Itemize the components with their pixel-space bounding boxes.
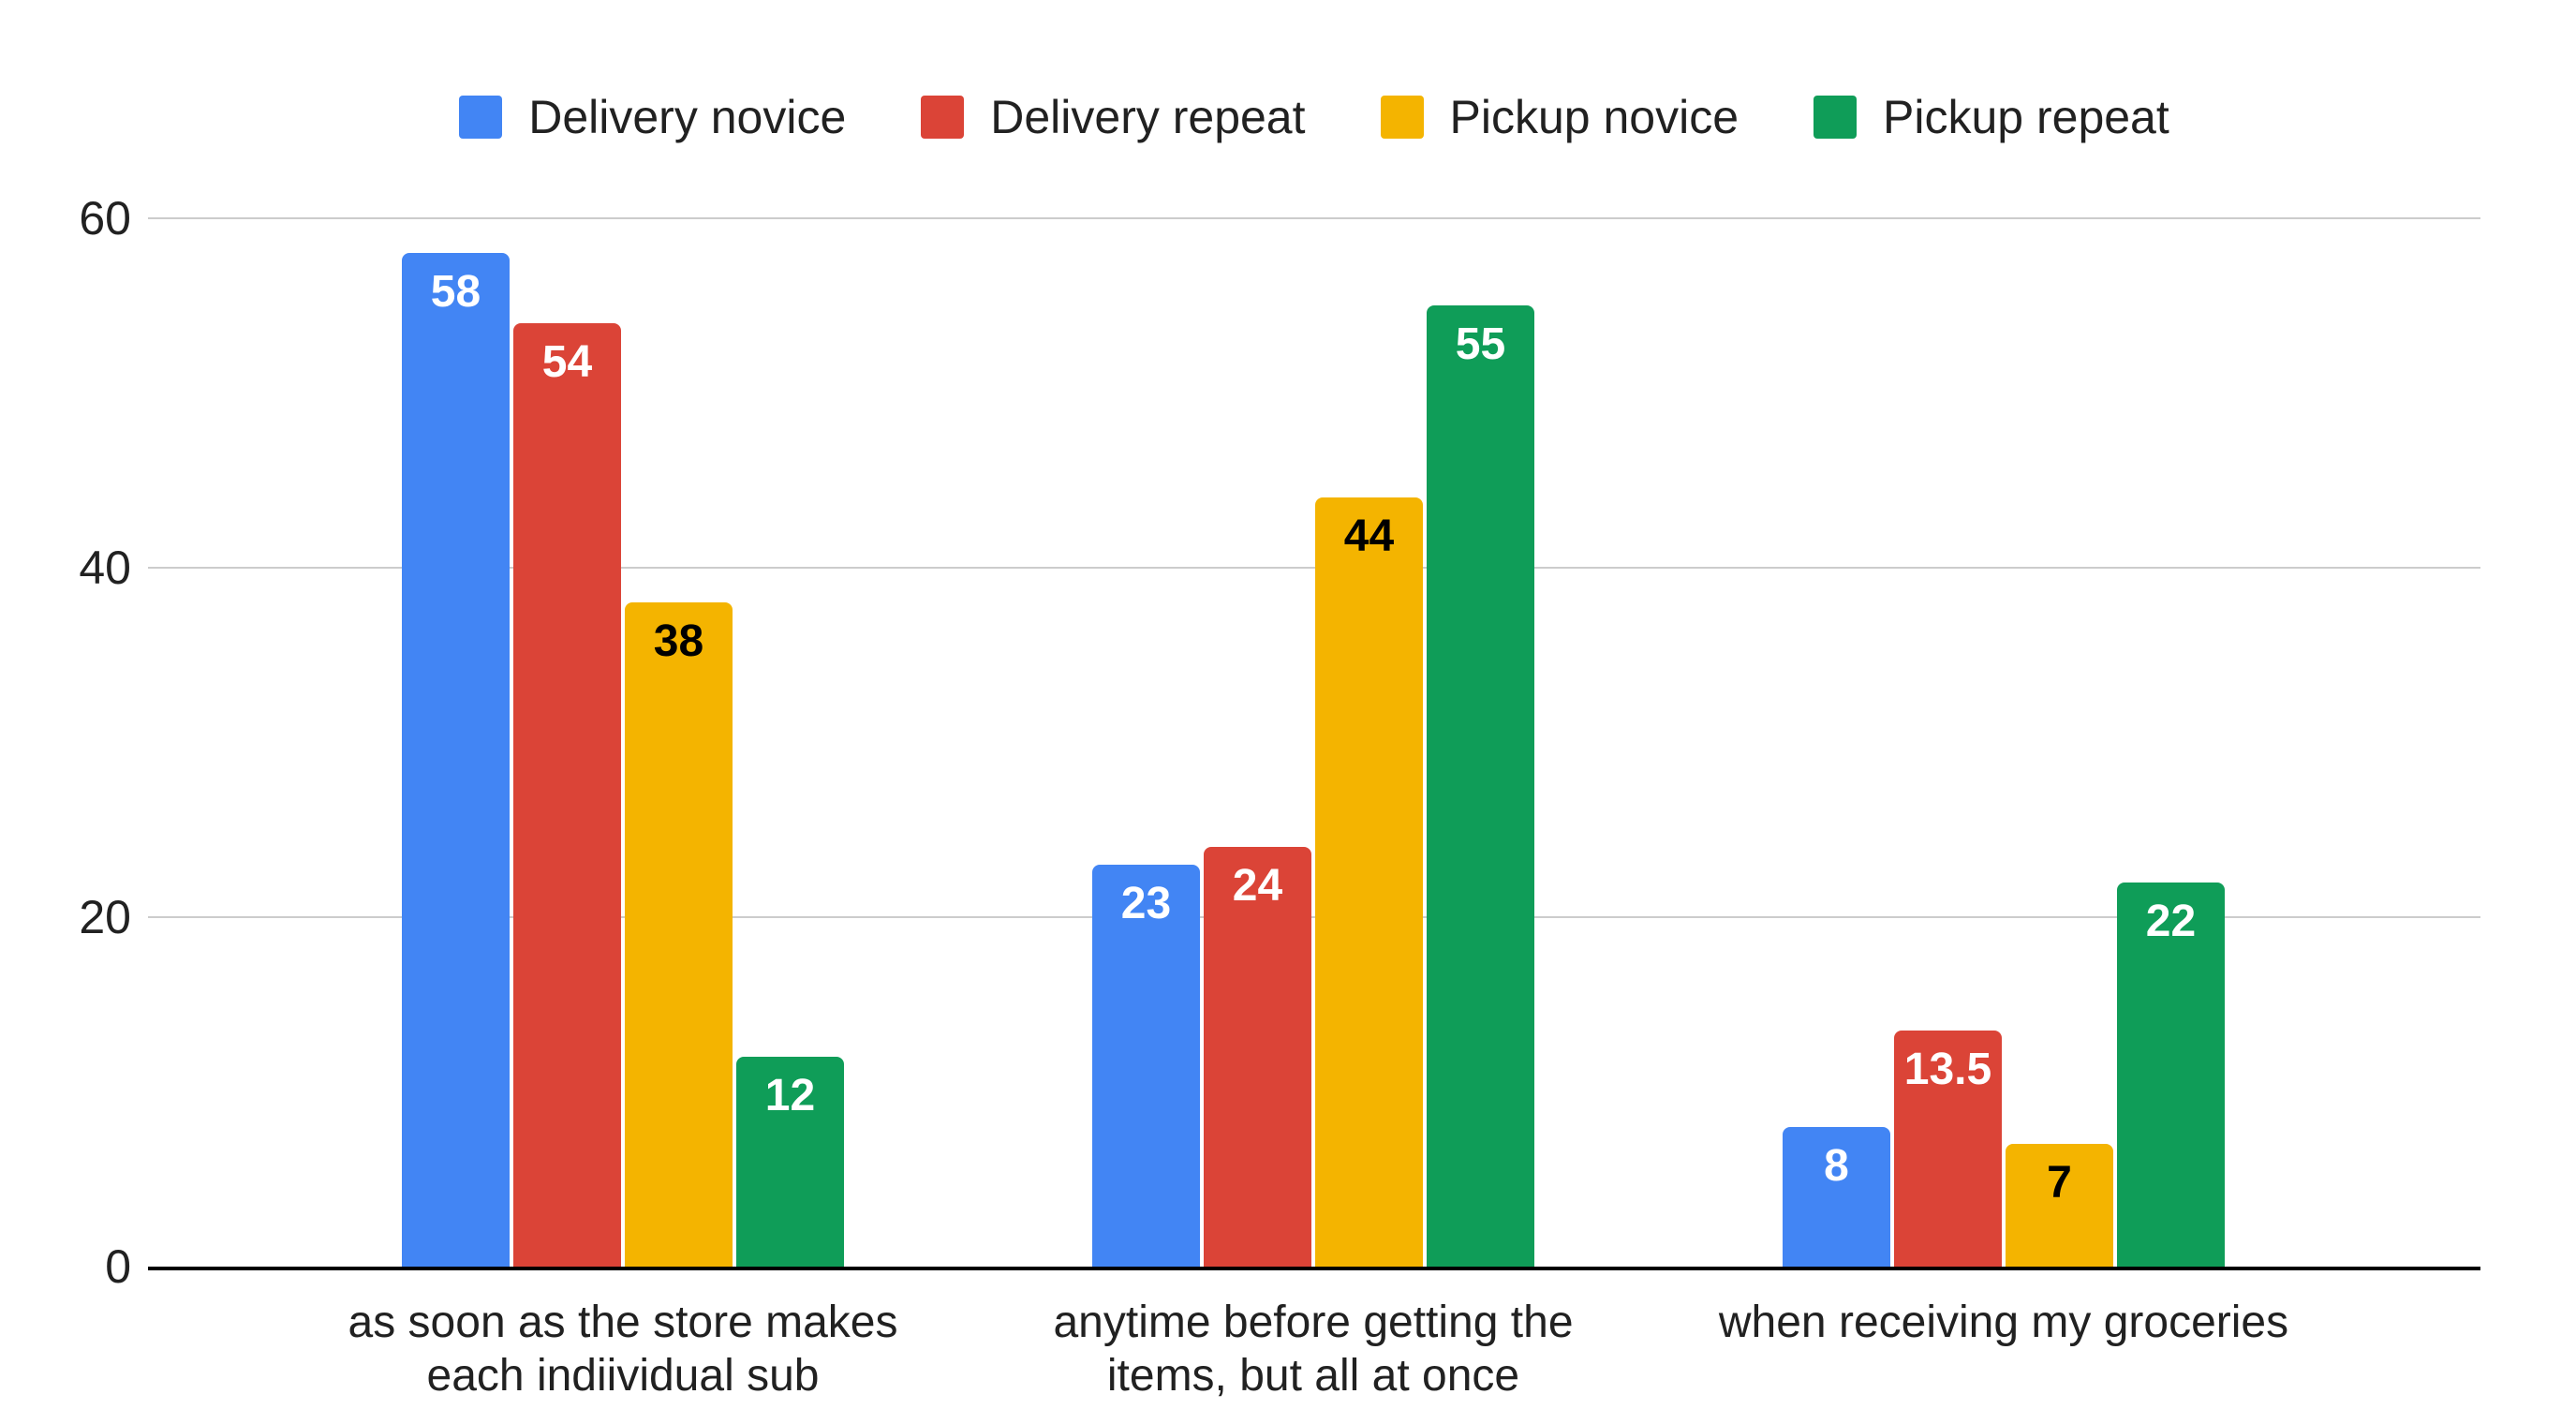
y-axis-tick-label: 60 [79,192,131,245]
gridline [148,567,2480,569]
legend-item: Pickup repeat [1814,90,2169,144]
bar [513,322,621,1267]
bar-value-label: 8 [1824,1140,1849,1191]
bar-value-label: 24 [1232,861,1283,912]
y-axis-tick-label: 40 [79,541,131,594]
x-axis-category-label-line: as soon as the store makes [348,1298,898,1347]
y-axis-tick-label: 0 [105,1240,131,1293]
legend-label: Pickup repeat [1883,91,2169,143]
bar [1092,865,1200,1267]
bar [2117,882,2225,1267]
bar [1427,305,1534,1267]
legend-swatch-icon [459,96,503,139]
legend-swatch-icon [1380,96,1424,139]
legend-item: Pickup novice [1380,90,1740,144]
x-axis-category-label: anytime before getting the items, but all… [967,1297,1660,1402]
bar-value-label: 58 [430,267,481,318]
x-axis-category-label: when receiving my groceries [1657,1297,2350,1350]
legend-item: Delivery novice [459,90,846,144]
bar-value-label: 7 [2047,1158,2072,1209]
bar [1315,497,1423,1267]
bar-value-label: 12 [764,1071,816,1121]
bar [1204,847,1311,1267]
bar-value-label: 38 [653,616,704,667]
x-axis-category-label-line: anytime before getting the [1053,1298,1574,1347]
bar-value-label: 22 [2145,896,2197,946]
bar [736,1057,844,1267]
bar [402,253,510,1267]
legend-label: Delivery novice [528,91,847,143]
chart-legend: Delivery novice Delivery repeat Pickup nov… [148,90,2480,144]
gridline [148,217,2480,219]
bar [2006,1144,2113,1267]
legend-label: Pickup novice [1449,91,1740,143]
bar-value-label: 54 [541,336,593,387]
legend-swatch-icon [1814,96,1858,139]
bar [625,602,733,1267]
bar [1783,1126,1890,1267]
x-axis-category-label-line: items, but all at once [1106,1350,1520,1401]
y-axis-tick-label: 20 [79,891,131,943]
x-axis-line [148,1267,2480,1270]
x-axis-category-label-line: each indiividual sub [426,1350,820,1401]
bar-value-label: 44 [1343,512,1395,562]
legend-swatch-icon [921,96,965,139]
gridline [148,916,2480,918]
legend-item: Delivery repeat [921,90,1306,144]
bar-value-label: 55 [1455,319,1506,370]
x-axis-category-label: as soon as the store makes each indiividu… [276,1297,970,1402]
bar-value-label: 13.5 [1903,1045,1992,1095]
x-axis-category-label-line: when receiving my groceries [1718,1298,2289,1347]
legend-label: Delivery repeat [990,91,1306,143]
bar-value-label: 23 [1120,879,1172,929]
bar [1894,1031,2002,1267]
